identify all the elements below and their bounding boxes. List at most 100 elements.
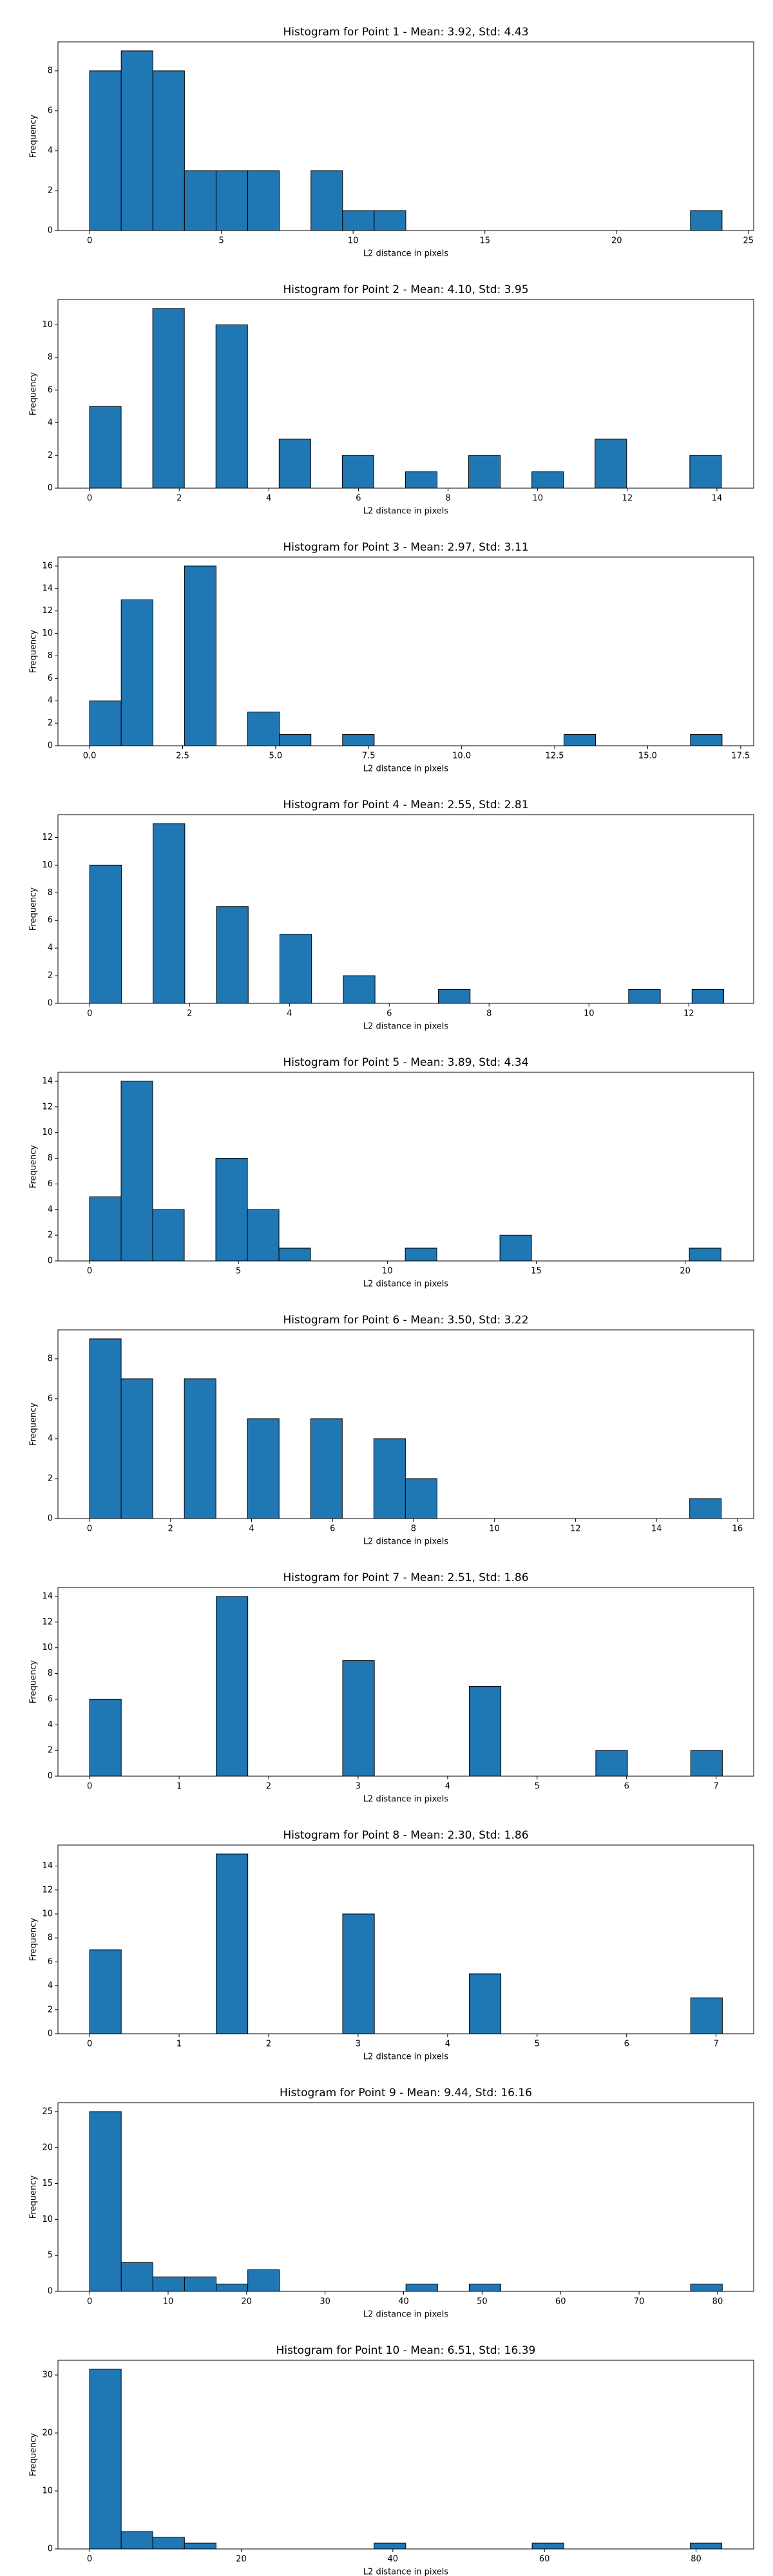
y-tick-label: 12 bbox=[42, 1885, 53, 1895]
bar bbox=[215, 1158, 248, 1262]
y-tick-label: 4 bbox=[48, 418, 53, 428]
axes-frame bbox=[57, 556, 754, 746]
x-tick-label: 0 bbox=[87, 1009, 92, 1019]
x-tick-label: 20 bbox=[611, 236, 622, 246]
bar bbox=[247, 712, 280, 746]
x-tick-label: 2.5 bbox=[176, 752, 189, 761]
x-tick-label: 5 bbox=[236, 1267, 241, 1276]
bar bbox=[153, 823, 186, 1004]
y-tick-label: 10 bbox=[42, 2486, 53, 2496]
y-tick-label: 12 bbox=[42, 1102, 53, 1112]
bar bbox=[438, 989, 471, 1004]
bar bbox=[563, 734, 596, 746]
x-tick-label: 5 bbox=[535, 1782, 540, 1792]
y-tick-label: 15 bbox=[42, 2179, 53, 2188]
bar bbox=[689, 1247, 721, 1262]
bar bbox=[689, 455, 722, 489]
bar bbox=[405, 1247, 437, 1262]
y-tick-label: 16 bbox=[42, 561, 53, 571]
bar bbox=[342, 1660, 375, 1777]
bar bbox=[595, 1750, 628, 1777]
x-tick-label: 8 bbox=[411, 1524, 416, 1534]
chart-title: Histogram for Point 4 - Mean: 2.55, Std:… bbox=[283, 799, 528, 811]
x-tick-label: 50 bbox=[477, 2297, 488, 2307]
y-tick-label: 6 bbox=[48, 1179, 53, 1189]
x-tick-label: 16 bbox=[732, 1524, 743, 1534]
chart-title: Histogram for Point 7 - Mean: 2.51, Std:… bbox=[283, 1571, 528, 1584]
y-tick-label: 20 bbox=[42, 2428, 53, 2438]
x-tick-label: 40 bbox=[398, 2297, 409, 2307]
bar bbox=[89, 1196, 122, 1262]
y-tick-label: 8 bbox=[48, 651, 53, 661]
bar bbox=[310, 170, 343, 231]
y-tick-label: 8 bbox=[48, 1153, 53, 1163]
bar bbox=[216, 1596, 249, 1777]
bar bbox=[120, 599, 153, 746]
y-tick-label: 20 bbox=[42, 2143, 53, 2152]
bar bbox=[247, 2269, 280, 2292]
bar bbox=[247, 170, 280, 231]
y-tick-label: 2 bbox=[48, 971, 53, 981]
x-tick-label: 6 bbox=[624, 1782, 629, 1792]
y-tick-label: 2 bbox=[48, 451, 53, 460]
x-tick-label: 14 bbox=[651, 1524, 662, 1534]
y-tick-label: 4 bbox=[48, 696, 53, 706]
bar bbox=[690, 1997, 723, 2034]
x-tick-label: 1 bbox=[177, 2040, 182, 2049]
bar bbox=[690, 2284, 723, 2292]
bar bbox=[120, 1378, 153, 1519]
x-tick-label: 2 bbox=[266, 1782, 271, 1792]
y-tick-label: 10 bbox=[42, 629, 53, 638]
x-axis-label: L2 distance in pixels bbox=[363, 507, 449, 516]
y-tick-label: 8 bbox=[48, 1354, 53, 1363]
x-tick-label: 0 bbox=[87, 2040, 92, 2049]
y-tick-label: 12 bbox=[42, 1617, 53, 1627]
y-axis-label: Frequency bbox=[29, 1403, 39, 1446]
y-tick-label: 6 bbox=[48, 916, 53, 925]
x-tick-label: 2 bbox=[187, 1009, 192, 1019]
x-tick-label: 7 bbox=[714, 1782, 719, 1792]
x-tick-label: 12 bbox=[683, 1009, 694, 1019]
x-tick-label: 12 bbox=[570, 1524, 581, 1534]
x-tick-label: 60 bbox=[555, 2297, 566, 2307]
x-tick-label: 10 bbox=[382, 1267, 393, 1276]
x-tick-label: 6 bbox=[386, 1009, 392, 1019]
x-tick-label: 0 bbox=[87, 1524, 92, 1534]
y-tick-label: 4 bbox=[48, 1981, 53, 1991]
x-tick-label: 2 bbox=[177, 494, 182, 504]
bar bbox=[152, 2537, 185, 2550]
x-tick-label: 30 bbox=[320, 2297, 330, 2307]
axes-frame bbox=[57, 1587, 754, 1777]
y-tick-label: 8 bbox=[48, 1669, 53, 1678]
chart-title: Histogram for Point 10 - Mean: 6.51, Std… bbox=[276, 2344, 536, 2357]
x-tick-label: 5.0 bbox=[269, 752, 283, 761]
axes-frame bbox=[57, 1072, 754, 1262]
y-tick-label: 0 bbox=[48, 1772, 53, 1781]
x-tick-label: 2 bbox=[168, 1524, 173, 1534]
axes-frame bbox=[57, 41, 754, 231]
x-tick-label: 10 bbox=[532, 494, 543, 504]
y-axis-label: Frequency bbox=[29, 2175, 39, 2219]
x-tick-label: 12.5 bbox=[546, 752, 564, 761]
x-tick-label: 1 bbox=[177, 1782, 182, 1792]
bar bbox=[89, 864, 122, 1004]
x-tick-label: 10 bbox=[584, 1009, 595, 1019]
bar bbox=[310, 1418, 343, 1519]
y-tick-label: 6 bbox=[48, 385, 53, 395]
y-tick-label: 6 bbox=[48, 674, 53, 683]
bar bbox=[89, 1698, 122, 1777]
y-tick-label: 4 bbox=[48, 1434, 53, 1443]
bar bbox=[184, 565, 216, 746]
x-tick-label: 7.5 bbox=[362, 752, 376, 761]
bar bbox=[120, 2531, 153, 2550]
bar bbox=[595, 439, 627, 489]
x-tick-label: 8 bbox=[486, 1009, 491, 1019]
bar bbox=[215, 324, 248, 489]
y-tick-label: 4 bbox=[48, 943, 53, 953]
bar bbox=[216, 2284, 249, 2292]
y-axis-label: Frequency bbox=[29, 1660, 39, 1703]
y-tick-label: 2 bbox=[48, 1746, 53, 1756]
y-tick-label: 8 bbox=[48, 1933, 53, 1943]
y-tick-label: 2 bbox=[48, 1231, 53, 1240]
y-tick-label: 0 bbox=[48, 226, 53, 236]
